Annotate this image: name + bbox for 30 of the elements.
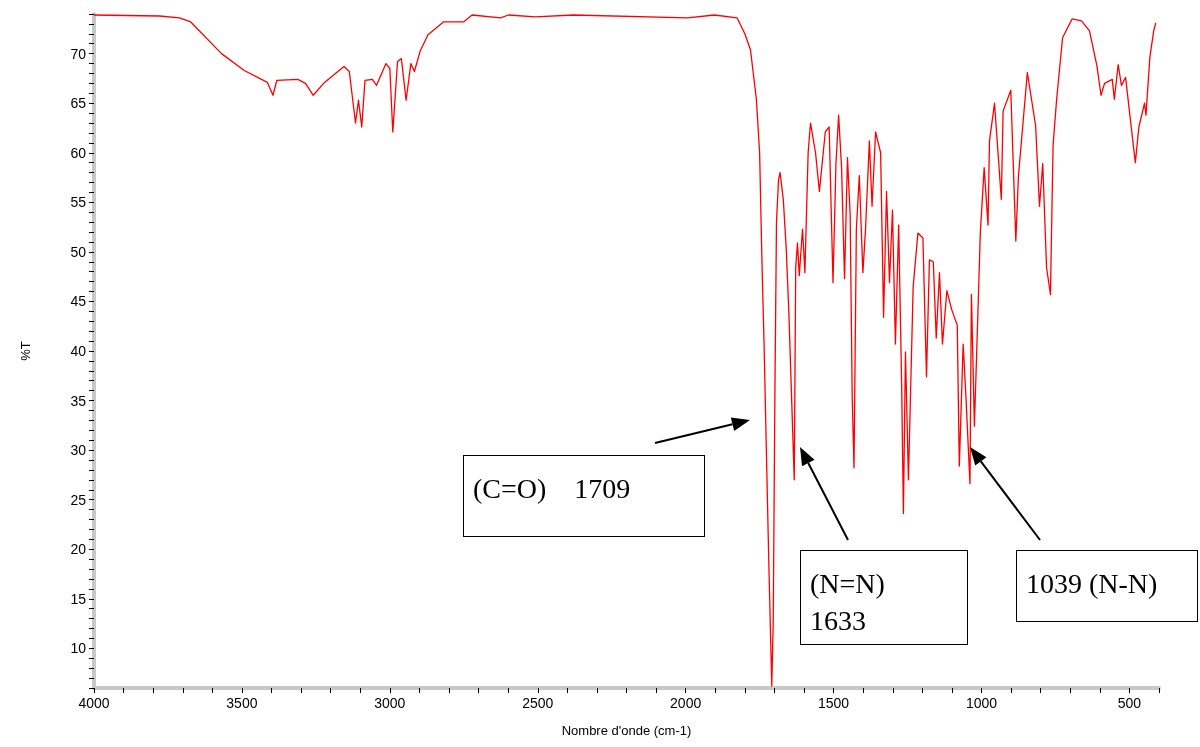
x-axis-title: Nombre d'onde (cm-1) [561,723,692,738]
y-tick-label: 25 [70,491,87,508]
x-tick-label: 2000 [670,695,702,711]
x-tick-label: 3500 [226,695,258,711]
y-tick-label: 65 [70,95,87,112]
annotation: 1039 (N-N) [1026,567,1158,601]
x-tick-label: 3000 [374,695,406,711]
annotation: (N=N) 1633 [810,567,886,638]
y-axis-title: %T [18,341,33,361]
y-tick-label: 45 [70,293,87,310]
note-box: 1039 (N-N) [1016,550,1198,622]
x-tick-label: 2500 [522,695,554,711]
y-tick-label: 55 [70,194,87,211]
x-tick-label: 4000 [78,695,110,711]
y-tick-label: 70 [70,45,87,62]
x-tick-label: 1500 [818,695,850,711]
y-tick-label: 50 [70,243,87,260]
note-box: (C=O) 1709 [463,455,705,537]
y-tick-label: 40 [70,343,87,359]
x-tick-label: 500 [1117,695,1142,711]
y-tick-label: 10 [70,640,87,657]
y-tick-label: 15 [70,590,87,607]
y-tick-label: 35 [70,392,87,409]
y-tick-label: 20 [70,541,87,558]
x-tick-label: 1000 [965,695,998,711]
note-box: (N=N) 1633 [800,550,968,645]
annotation: (C=O) 1709 [473,472,631,506]
y-tick-label: 30 [70,442,87,459]
y-tick-label: 60 [70,144,87,161]
line-series [93,14,1157,687]
